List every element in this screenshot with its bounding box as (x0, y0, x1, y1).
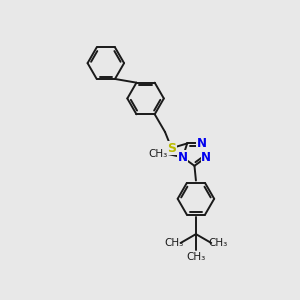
Text: CH₃: CH₃ (186, 252, 206, 262)
Text: N: N (197, 137, 207, 150)
Text: N: N (178, 151, 188, 164)
Text: CH₃: CH₃ (164, 238, 184, 248)
Text: S: S (167, 142, 176, 154)
Text: N: N (201, 151, 211, 164)
Text: CH₃: CH₃ (148, 149, 168, 159)
Text: CH₃: CH₃ (208, 238, 227, 248)
